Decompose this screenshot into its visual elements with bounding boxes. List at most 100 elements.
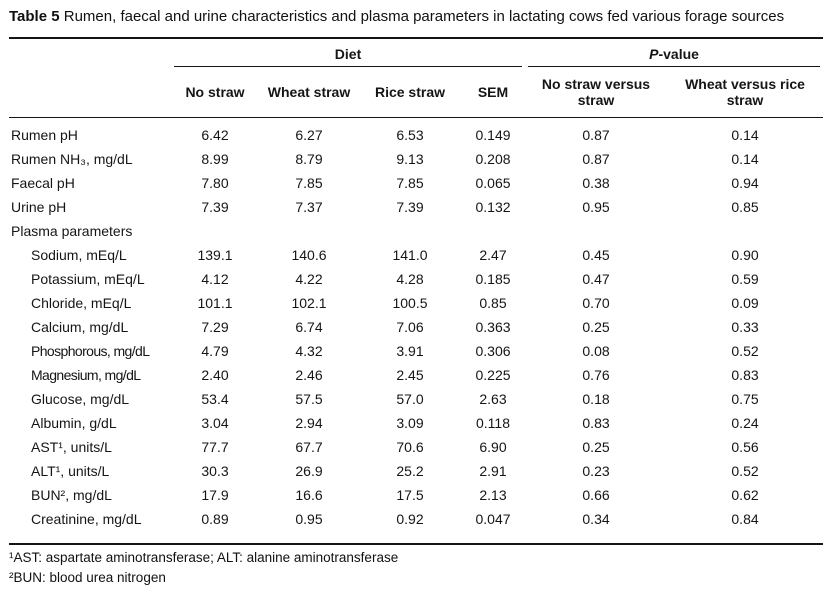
- cell-value: 6.74: [295, 319, 323, 335]
- cell-value: 25.2: [396, 463, 424, 479]
- cell-value: 8.79: [295, 151, 323, 167]
- cell-value: 0.14: [731, 151, 759, 167]
- cell-value: 2.63: [479, 391, 507, 407]
- cell-value: 0.132: [475, 199, 511, 215]
- pvalue-spanner-cell: P-value: [525, 38, 823, 67]
- cell-value: 4.12: [201, 271, 229, 287]
- cell-value: 0.34: [582, 511, 610, 527]
- cell-value: 139.1: [197, 247, 233, 263]
- row-label: Albumin, g/dL: [31, 415, 117, 431]
- cell-value: 100.5: [392, 295, 428, 311]
- cell-value: 57.5: [295, 391, 323, 407]
- cell-value: 0.047: [475, 511, 511, 527]
- cell-value: 0.08: [582, 343, 610, 359]
- table-row: Phosphorous, mg/dL 4.79 4.32 3.91 0.306 0.08 0…: [9, 339, 823, 363]
- cell-value: 0.45: [582, 247, 610, 263]
- section-label: Plasma parameters: [11, 223, 133, 239]
- cell-value: 3.91: [396, 343, 424, 359]
- row-label: ALT¹, units/L: [31, 463, 110, 479]
- col-header-rice-straw: Rice straw: [359, 67, 461, 118]
- cell-value: 53.4: [201, 391, 229, 407]
- cell-value: 141.0: [392, 247, 428, 263]
- row-label: Phosphorous, mg/dL: [31, 343, 150, 359]
- cell-value: 6.53: [396, 127, 424, 143]
- cell-value: 0.85: [479, 295, 507, 311]
- cell-value: 0.306: [475, 343, 511, 359]
- col-header-wheat-versus-rice-straw: Wheat versus rice straw: [667, 67, 824, 118]
- table-row: Calcium, mg/dL 7.29 6.74 7.06 0.363 0.25 0.33: [9, 315, 823, 339]
- stub-header-cell: [9, 67, 171, 118]
- diet-spanner-cell: Diet: [171, 38, 525, 67]
- table-row: Potassium, mEq/L 4.12 4.22 4.28 0.185 0.47 0.5…: [9, 267, 823, 291]
- table-caption: Table 5 Rumen, faecal and urine characte…: [9, 7, 823, 26]
- cell-value: 0.94: [731, 175, 759, 191]
- cell-value: 0.47: [582, 271, 610, 287]
- row-label: AST¹, units/L: [31, 439, 112, 455]
- cell-value: 4.22: [295, 271, 323, 287]
- cell-value: 70.6: [396, 439, 424, 455]
- cell-value: 0.065: [475, 175, 511, 191]
- section-row: Plasma parameters: [9, 219, 823, 243]
- cell-value: 4.28: [396, 271, 424, 287]
- table-row: BUN², mg/dL 17.9 16.6 17.5 2.13 0.66 0.62: [9, 483, 823, 507]
- cell-value: 6.90: [479, 439, 507, 455]
- cell-value: 17.9: [201, 487, 229, 503]
- table-caption-text: Rumen, faecal and urine characteristics …: [63, 8, 785, 25]
- col-header-no-straw-versus-straw: No straw versus straw: [525, 67, 668, 118]
- pvalue-italic-p: P: [649, 46, 659, 62]
- cell-value: 0.118: [476, 415, 510, 431]
- cell-value: 7.06: [396, 319, 424, 335]
- row-label: Rumen pH: [11, 127, 78, 143]
- cell-value: 0.23: [582, 463, 610, 479]
- cell-value: 7.85: [396, 175, 424, 191]
- cell-value: 0.76: [582, 367, 610, 383]
- col-header-wheat-straw: Wheat straw: [259, 67, 359, 118]
- cell-value: 0.83: [582, 415, 610, 431]
- paper-table-page: Table 5 Rumen, faecal and urine characte…: [9, 7, 824, 587]
- cell-value: [461, 219, 525, 243]
- table-footnotes: ¹AST: aspartate aminotransferase; ALT: a…: [9, 548, 823, 587]
- table-body: Rumen pH 6.42 6.27 6.53 0.149 0.87 0.14 Rumen N…: [9, 118, 823, 545]
- cell-value: 0.24: [731, 415, 759, 431]
- table-row: AST¹, units/L 77.7 67.7 70.6 6.90 0.25 0.56: [9, 435, 823, 459]
- pvalue-rest-label: -value: [658, 46, 699, 62]
- spanner-row: Diet P-value: [9, 38, 823, 67]
- row-label: Urine pH: [11, 199, 67, 215]
- cell-value: 0.25: [582, 439, 610, 455]
- cell-value: 0.90: [731, 247, 759, 263]
- cell-value: [525, 219, 667, 243]
- row-label: Potassium, mEq/L: [31, 271, 145, 287]
- cell-value: 17.5: [396, 487, 424, 503]
- cell-value: [171, 219, 259, 243]
- cell-value: 2.13: [479, 487, 507, 503]
- cell-value: 0.52: [731, 343, 759, 359]
- cell-value: 7.85: [295, 175, 323, 191]
- cell-value: 101.1: [197, 295, 233, 311]
- cell-value: 0.95: [295, 511, 323, 527]
- row-label: Rumen NH₃, mg/dL: [11, 151, 133, 167]
- cell-value: 2.46: [295, 367, 323, 383]
- cell-value: 2.40: [201, 367, 229, 383]
- cell-value: [359, 219, 461, 243]
- diet-group-label: Diet: [334, 46, 362, 62]
- pvalue-group-heading: P-value: [528, 39, 821, 67]
- cell-value: 30.3: [201, 463, 229, 479]
- cell-value: 7.37: [295, 199, 323, 215]
- cell-value: 6.42: [201, 127, 229, 143]
- cell-value: 0.149: [475, 127, 511, 143]
- table-row: Creatinine, mg/dL 0.89 0.95 0.92 0.047 0.34 0.…: [9, 507, 823, 544]
- table-row: Chloride, mEq/L 101.1 102.1 100.5 0.85 0.70 0.…: [9, 291, 823, 315]
- cell-value: 2.47: [479, 247, 507, 263]
- table-row: Rumen NH₃, mg/dL 8.99 8.79 9.13 0.208 0.87 0.1…: [9, 147, 823, 171]
- cell-value: 0.85: [731, 199, 759, 215]
- cell-value: 4.32: [295, 343, 323, 359]
- cell-value: 0.185: [475, 271, 511, 287]
- cell-value: [667, 219, 823, 243]
- cell-value: 26.9: [295, 463, 323, 479]
- cell-value: 0.363: [475, 319, 511, 335]
- cell-value: 0.87: [582, 127, 610, 143]
- cell-value: 0.92: [396, 511, 424, 527]
- row-label: Sodium, mEq/L: [31, 247, 127, 263]
- cell-value: 0.38: [582, 175, 610, 191]
- cell-value: 140.6: [291, 247, 327, 263]
